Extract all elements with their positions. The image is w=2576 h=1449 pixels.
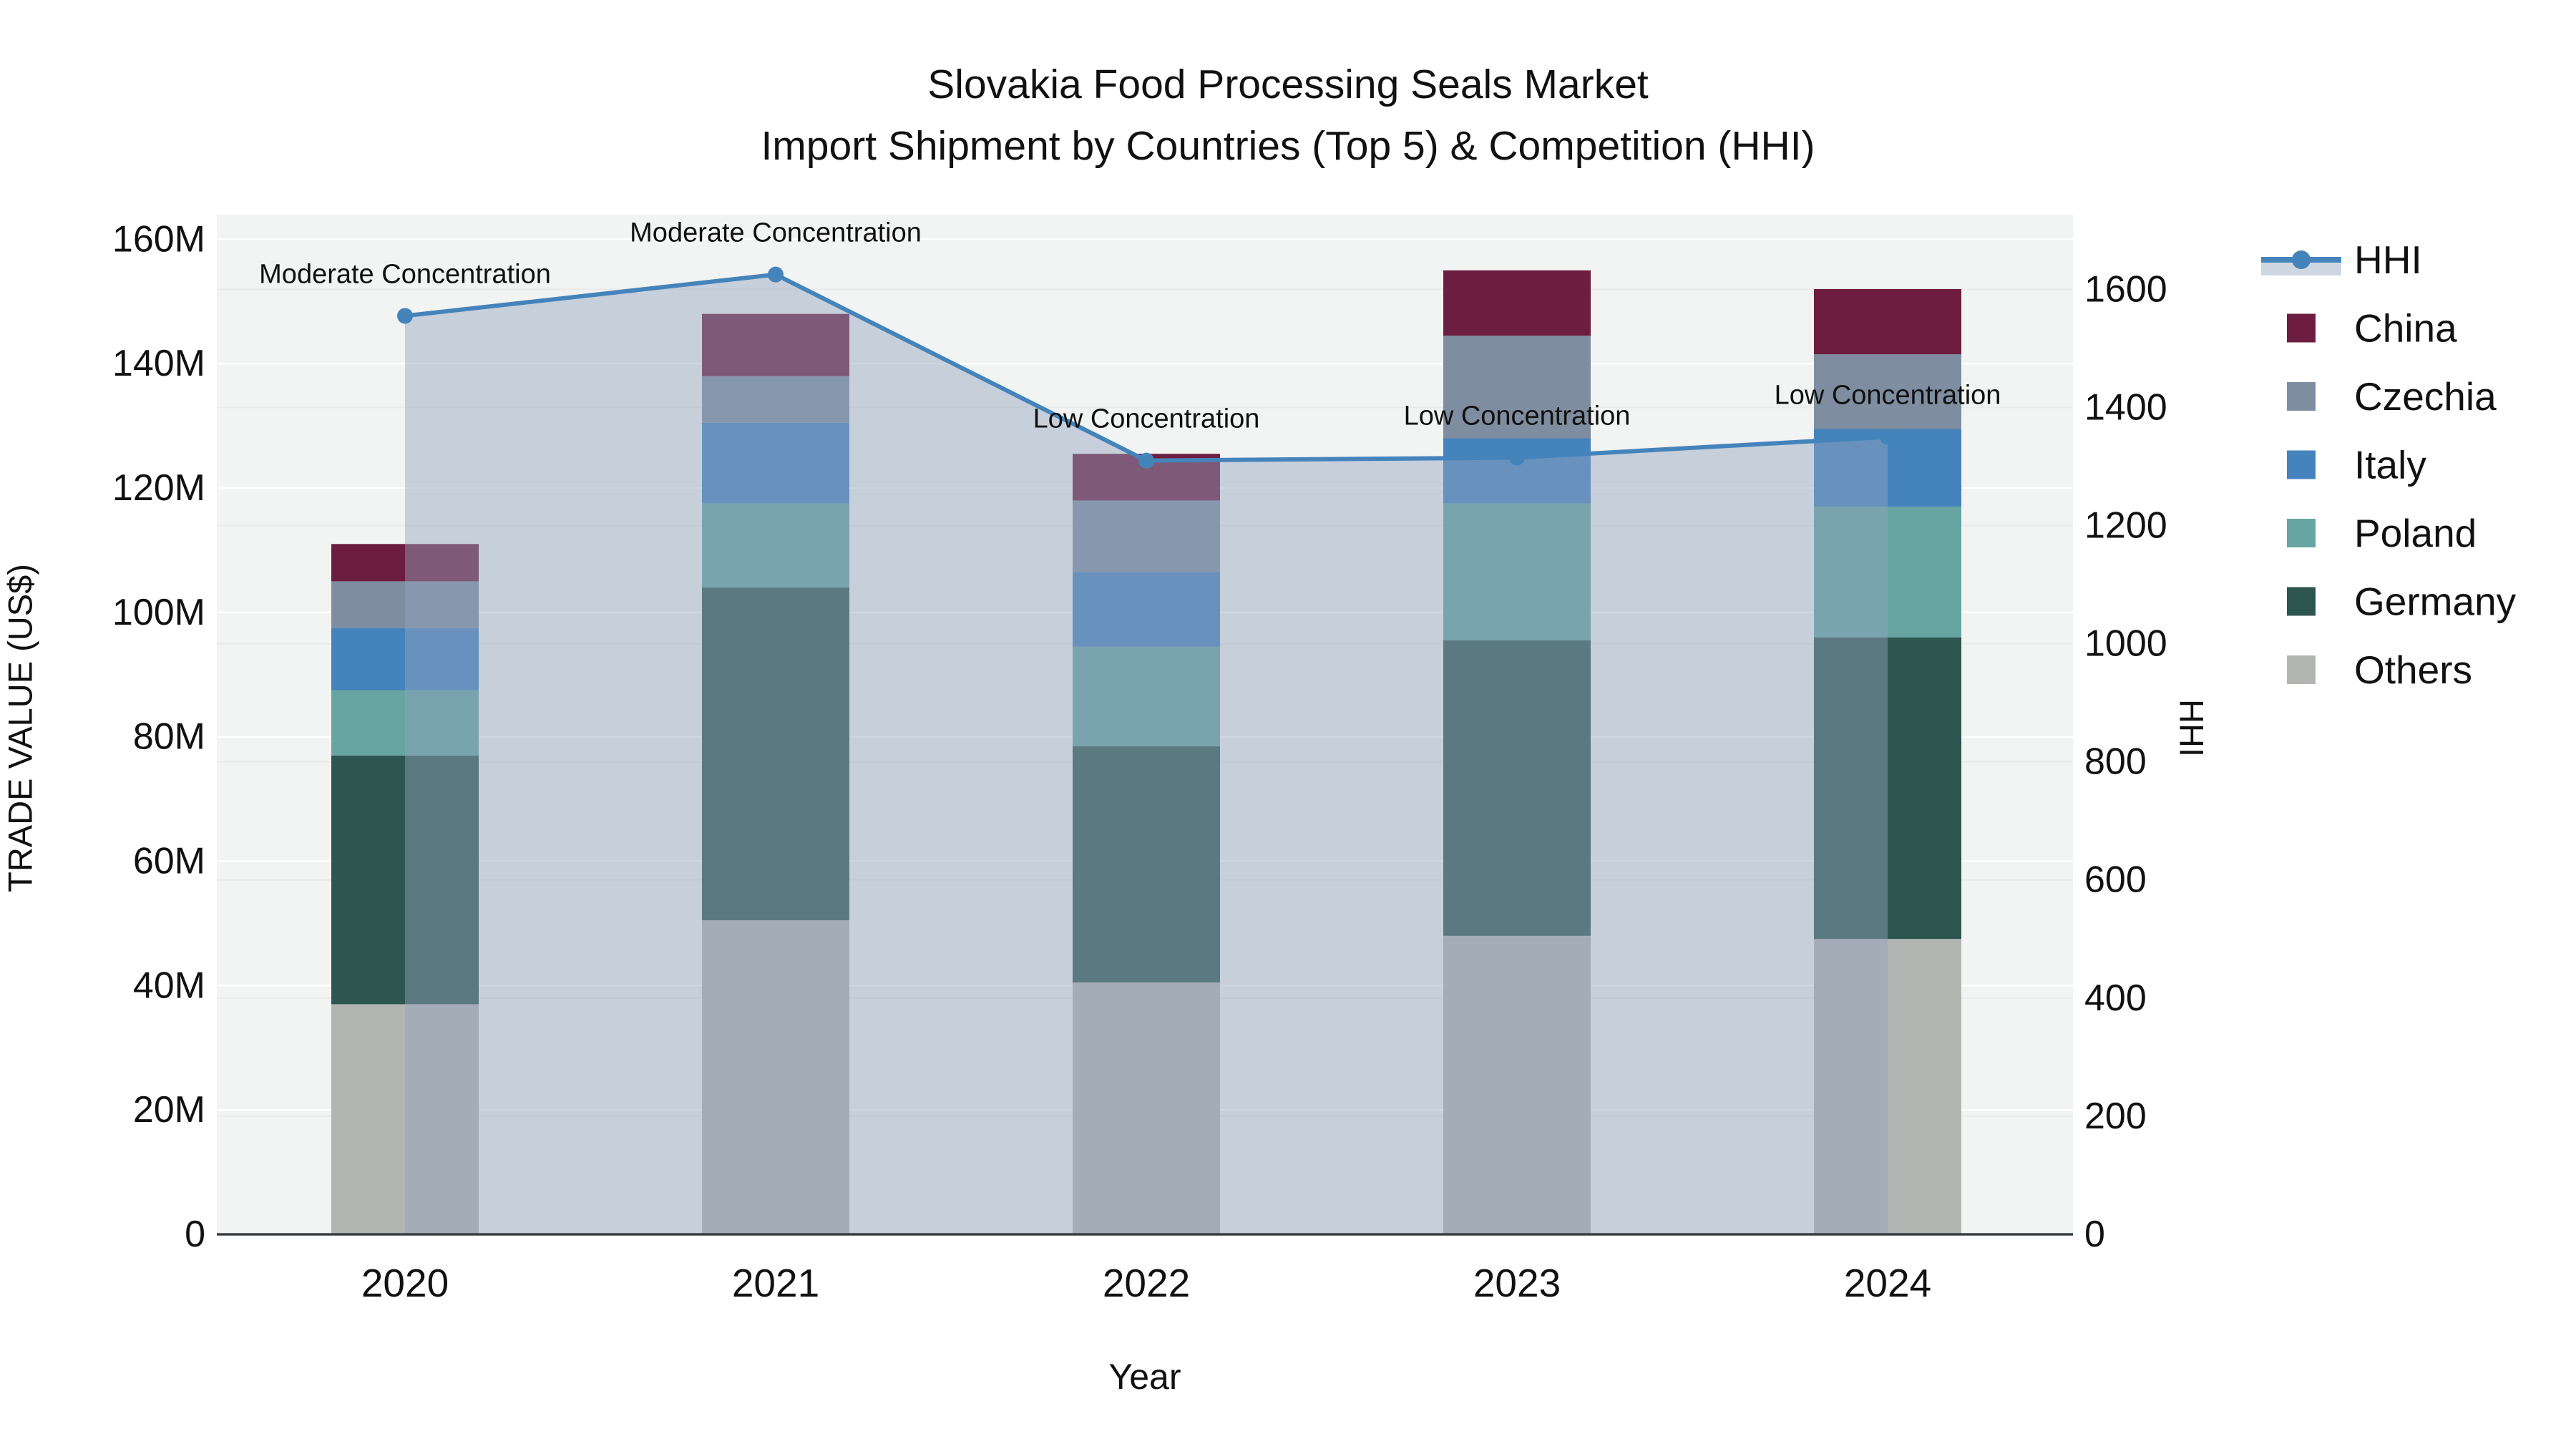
legend-label-germany: Germany [2354,580,2517,624]
x-axis-tick-label: 2023 [1473,1261,1561,1305]
y2-axis-tick-label: 800 [2084,741,2147,783]
annotation-2020: Moderate Concentration [259,259,551,289]
y-axis-tick-label: 80M [133,716,205,758]
legend-swatch-italy [2287,450,2316,479]
bar-segment-germany-2023[interactable] [1443,640,1591,936]
y-axis-tick-label: 160M [112,218,205,260]
legend-label-hhi: HHI [2354,238,2422,282]
y2-axis-tick-label: 1600 [2084,268,2167,310]
x-axis-tick-label: 2020 [361,1261,449,1305]
legend-item-poland[interactable]: Poland [2287,511,2477,555]
bar-segment-germany-2021[interactable] [702,587,849,921]
y-axis-title: TRADE VALUE (US$) [1,564,39,892]
chart-title-line1: Slovakia Food Processing Seals Market [927,62,1649,107]
bar-segment-others-2023[interactable] [1443,935,1591,1234]
bar-segment-czechia-2022[interactable] [1073,500,1220,572]
hhi-marker-2023[interactable] [1509,449,1525,466]
x-axis-tick-label: 2022 [1103,1261,1190,1305]
y2-axis-tick-label: 1200 [2084,504,2167,546]
legend-label-italy: Italy [2354,443,2426,487]
y-axis-tick-label: 0 [185,1214,205,1255]
bar-segment-germany-2020[interactable] [331,755,479,1005]
legend-swatch-poland [2287,519,2316,547]
legend-item-china[interactable]: China [2287,306,2457,351]
y-axis-tick-label: 120M [112,467,205,509]
annotation-2024: Low Concentration [1775,381,2001,411]
bar-segment-china-2024[interactable] [1814,288,1961,355]
bar-segment-czechia-2023[interactable] [1443,336,1591,439]
bar-segment-czechia-2021[interactable] [702,376,849,423]
bar-segment-czechia-2024[interactable] [1814,354,1961,429]
legend-label-poland: Poland [2354,511,2477,555]
hhi-marker-2024[interactable] [1880,429,1896,445]
hhi-marker-2022[interactable] [1138,452,1154,469]
y2-axis-tick-label: 1400 [2084,386,2167,428]
bar-segment-italy-2022[interactable] [1073,572,1220,647]
legend-label-china: China [2354,306,2457,351]
chart-title-line2: Import Shipment by Countries (Top 5) & C… [761,122,1815,169]
x-axis-title: Year [1108,1357,1181,1397]
bar-segment-poland-2023[interactable] [1443,503,1591,640]
legend-label-czechia: Czechia [2354,374,2497,419]
y-axis-tick-label: 140M [112,343,205,384]
bar-segment-china-2021[interactable] [702,313,849,376]
bar-segment-germany-2022[interactable] [1073,746,1220,983]
hhi-marker-2020[interactable] [397,308,413,324]
y2-axis-tick-label: 400 [2084,977,2147,1019]
bar-segment-poland-2020[interactable] [331,690,479,756]
bar-segment-others-2021[interactable] [702,920,849,1234]
bar-segment-italy-2023[interactable] [1443,438,1591,504]
chart-title: Slovakia Food Processing Seals Market Im… [0,54,2576,177]
legend-item-germany[interactable]: Germany [2287,580,2517,624]
legend-item-hhi[interactable]: HHI [2261,238,2422,282]
legend-swatch-china [2287,313,2316,343]
x-axis-tick-label: 2021 [732,1261,819,1305]
y-axis-tick-label: 20M [133,1089,205,1131]
legend-swatch-czechia [2287,382,2316,411]
bar-segment-china-2023[interactable] [1443,270,1591,336]
legend-swatch-others [2287,655,2316,684]
bar-segment-italy-2020[interactable] [331,628,479,691]
legend-label-others: Others [2354,648,2472,692]
y-axis-tick-label: 40M [133,965,205,1006]
hhi-marker-2021[interactable] [768,266,784,283]
y2-axis-tick-label: 0 [2084,1214,2105,1255]
annotation-2022: Low Concentration [1033,404,1260,434]
bar-segment-poland-2024[interactable] [1814,507,1961,638]
bar-segment-others-2020[interactable] [331,1004,479,1234]
bar-segment-poland-2022[interactable] [1073,646,1220,746]
y2-axis-title: HHI [2172,699,2211,757]
y-axis-tick-label: 100M [112,592,205,633]
y2-axis-tick-label: 1000 [2084,623,2167,665]
y2-axis-tick-label: 600 [2084,859,2147,901]
bar-segment-poland-2021[interactable] [702,503,849,588]
x-axis-tick-label: 2024 [1844,1261,1931,1305]
legend-item-others[interactable]: Others [2287,648,2472,692]
legend-item-czechia[interactable]: Czechia [2287,374,2497,419]
annotation-2021: Moderate Concentration [630,218,922,248]
bar-segment-others-2024[interactable] [1814,939,1961,1234]
legend-swatch-germany [2287,587,2316,616]
legend-item-italy[interactable]: Italy [2287,443,2426,487]
bar-segment-germany-2024[interactable] [1814,637,1961,940]
hhi-area-fill [405,274,1888,1234]
annotation-2023: Low Concentration [1404,401,1631,431]
legend-hhi-marker-glyph [2292,250,2311,269]
y-axis-tick-label: 60M [133,841,205,882]
y2-axis-tick-label: 200 [2084,1096,2147,1137]
bar-segment-china-2020[interactable] [331,544,479,582]
bar-segment-italy-2021[interactable] [702,422,849,504]
bar-segment-czechia-2020[interactable] [331,581,479,628]
bar-segment-others-2022[interactable] [1073,982,1220,1234]
